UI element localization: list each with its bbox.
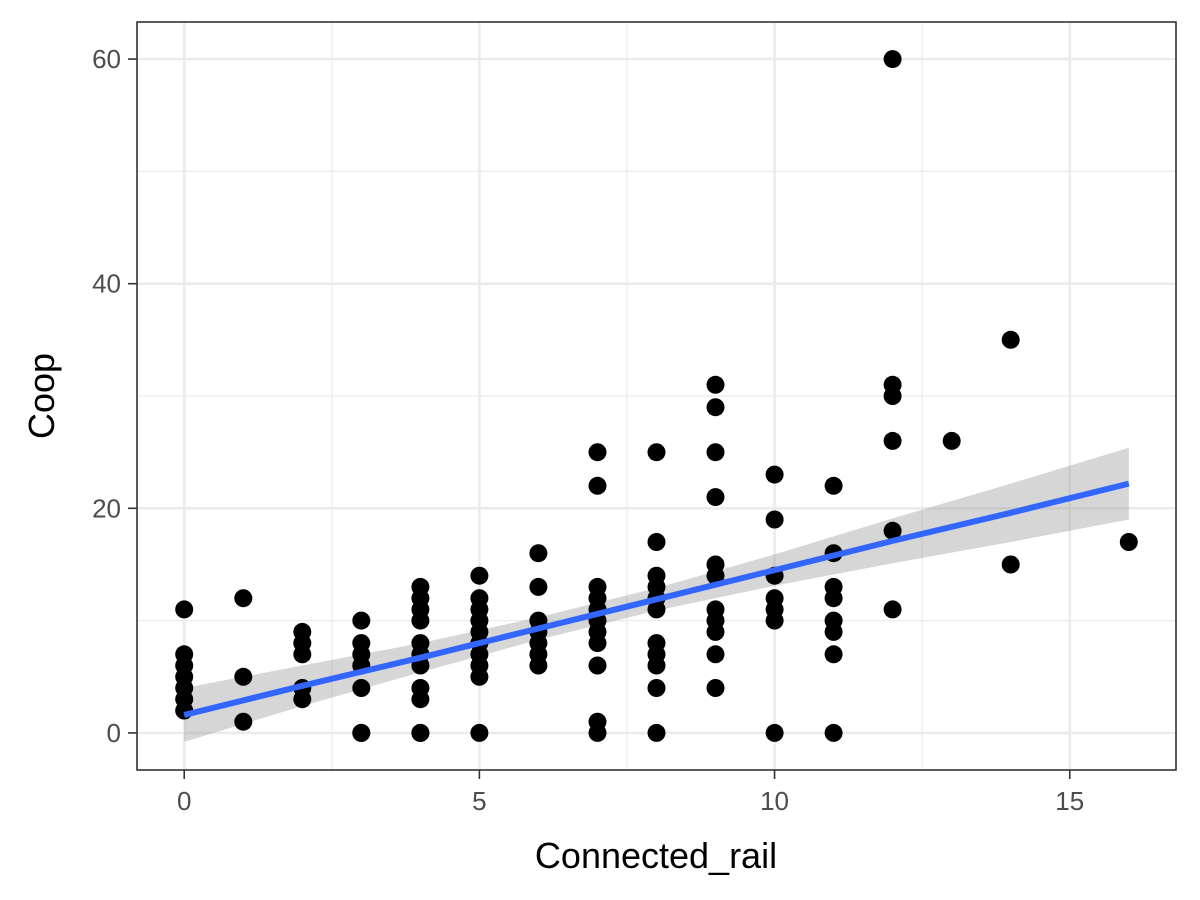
y-tick-label: 20	[92, 493, 121, 523]
data-point	[1001, 330, 1020, 349]
x-axis-title: Connected_rail	[535, 835, 777, 876]
data-point	[647, 533, 666, 551]
data-point	[1001, 555, 1020, 574]
data-point	[647, 656, 666, 675]
data-point	[411, 690, 430, 709]
data-point	[588, 476, 607, 495]
data-point	[647, 679, 666, 697]
data-point	[529, 656, 548, 675]
data-point	[352, 679, 371, 697]
data-point	[765, 510, 784, 529]
data-point	[706, 375, 725, 394]
data-point	[706, 398, 725, 417]
data-point	[647, 443, 666, 462]
y-axis-title: Coop	[21, 353, 62, 439]
data-point	[706, 679, 725, 697]
data-point	[175, 600, 194, 619]
data-points	[175, 50, 1138, 742]
data-point	[824, 645, 843, 664]
data-point	[942, 431, 961, 450]
data-point	[706, 443, 725, 462]
x-axis: 0 5 10 15	[177, 770, 1084, 816]
y-tick-label: 40	[92, 269, 121, 299]
data-point	[234, 667, 253, 686]
y-tick-label: 60	[92, 44, 121, 74]
data-point	[765, 611, 784, 630]
data-point	[765, 465, 784, 484]
y-tick-label: 0	[107, 718, 121, 748]
data-point	[824, 476, 843, 495]
data-point	[647, 723, 666, 742]
x-tick-label: 15	[1055, 786, 1084, 816]
x-tick-label: 5	[472, 786, 486, 816]
minor-gridlines	[137, 22, 1176, 770]
data-point	[529, 577, 548, 596]
data-point	[706, 645, 725, 664]
data-point	[470, 566, 489, 585]
y-axis: 0 20 40 60	[92, 44, 137, 748]
data-point	[706, 622, 725, 641]
data-point	[411, 723, 430, 742]
data-point	[470, 667, 489, 686]
data-point	[883, 521, 902, 540]
data-point	[588, 656, 607, 675]
data-point	[1119, 533, 1138, 551]
data-point	[293, 645, 312, 664]
data-point	[824, 723, 843, 742]
data-point	[411, 611, 430, 630]
panel-border	[136, 21, 1177, 771]
data-point	[824, 589, 843, 608]
x-tick-label: 0	[177, 786, 191, 816]
data-point	[706, 566, 725, 585]
x-tick-label: 10	[760, 786, 789, 816]
regression-line	[183, 480, 1130, 718]
data-point	[824, 622, 843, 641]
data-point	[883, 387, 902, 405]
data-point	[234, 589, 253, 608]
data-point	[883, 50, 902, 69]
data-point	[588, 723, 607, 742]
data-point	[529, 544, 548, 563]
data-point	[234, 712, 253, 731]
data-point	[588, 443, 607, 462]
data-point	[883, 600, 902, 619]
data-point	[293, 690, 312, 709]
data-point	[470, 723, 489, 742]
data-point	[588, 634, 607, 653]
data-point	[647, 600, 666, 619]
regression-line-path	[183, 480, 1130, 718]
data-point	[352, 723, 371, 742]
data-point	[765, 723, 784, 742]
data-point	[352, 611, 371, 630]
data-point	[706, 488, 725, 507]
data-point	[883, 431, 902, 450]
